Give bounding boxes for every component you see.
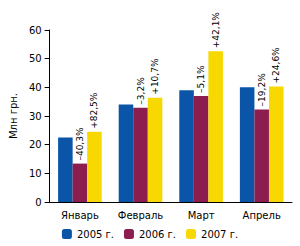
svg-text:20: 20 (29, 139, 42, 150)
svg-text:Млн грн.: Млн грн. (8, 93, 19, 139)
svg-text:Январь: Январь (61, 210, 99, 221)
svg-text:+24,6%: +24,6% (271, 47, 281, 84)
svg-text:Апрель: Апрель (243, 210, 281, 221)
svg-text:Март: Март (188, 210, 215, 221)
svg-text:Февраль: Февраль (118, 210, 164, 221)
svg-text:–19,2%: –19,2% (257, 73, 267, 107)
svg-text:–3,2%: –3,2% (136, 77, 146, 105)
svg-text:–40,3%: –40,3% (75, 127, 85, 161)
svg-text:0: 0 (35, 197, 41, 208)
svg-text:+10,7%: +10,7% (150, 58, 160, 95)
svg-text:2006 г.: 2006 г. (139, 229, 176, 240)
svg-text:30: 30 (29, 111, 42, 122)
svg-text:10: 10 (29, 168, 42, 179)
svg-text:+82,5%: +82,5% (89, 92, 99, 129)
svg-text:2005 г.: 2005 г. (77, 229, 114, 240)
svg-text:+42,1%: +42,1% (211, 12, 221, 49)
svg-text:–5,1%: –5,1% (196, 65, 206, 93)
svg-text:60: 60 (29, 25, 42, 36)
svg-text:50: 50 (29, 53, 42, 64)
svg-text:40: 40 (29, 82, 42, 93)
svg-text:2007 г.: 2007 г. (201, 229, 238, 240)
